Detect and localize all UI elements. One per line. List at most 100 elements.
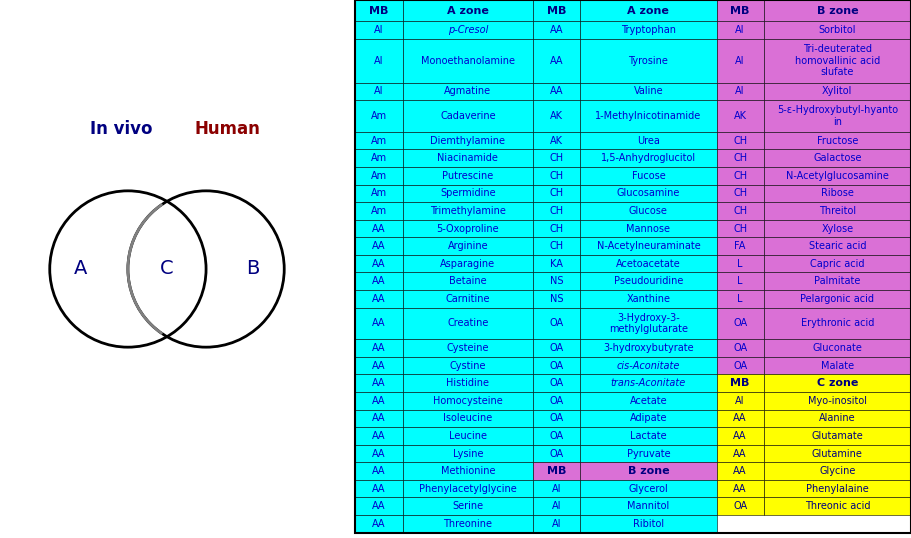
Text: Threonic acid: Threonic acid	[804, 501, 870, 511]
Text: Gluconate: Gluconate	[813, 343, 863, 353]
Text: Adipate: Adipate	[630, 413, 667, 423]
Bar	[717, 290, 763, 308]
Bar	[580, 132, 717, 150]
Bar	[533, 445, 580, 462]
Text: Valine: Valine	[634, 87, 663, 96]
Bar	[580, 480, 717, 498]
Text: Am: Am	[371, 171, 387, 181]
Bar	[533, 39, 580, 83]
Text: AI: AI	[735, 55, 745, 66]
Bar	[355, 445, 403, 462]
Bar	[403, 498, 533, 515]
Bar	[355, 374, 403, 392]
Text: B zone: B zone	[816, 5, 858, 16]
Bar	[403, 21, 533, 39]
Text: Ribitol: Ribitol	[633, 519, 664, 529]
Bar	[355, 290, 403, 308]
Bar	[403, 445, 533, 462]
Bar	[355, 498, 403, 515]
Bar	[355, 21, 403, 39]
Text: Pelargonic acid: Pelargonic acid	[801, 294, 875, 304]
Bar	[717, 21, 763, 39]
Text: trans-Aconitate: trans-Aconitate	[610, 378, 686, 388]
Text: Glutamine: Glutamine	[812, 449, 863, 458]
Text: Am: Am	[371, 206, 387, 216]
Bar	[580, 100, 717, 132]
Text: CH: CH	[549, 206, 564, 216]
Text: Glutamate: Glutamate	[812, 431, 864, 441]
Bar	[580, 339, 717, 357]
Bar	[580, 409, 717, 427]
Text: Cystine: Cystine	[449, 360, 486, 371]
Bar	[763, 480, 911, 498]
Bar	[717, 0, 763, 21]
Text: Carnitine: Carnitine	[445, 294, 490, 304]
Bar	[533, 272, 580, 290]
Bar	[763, 237, 911, 255]
Bar	[763, 409, 911, 427]
Text: Pseudouridine: Pseudouridine	[614, 276, 683, 286]
Text: In vivo: In vivo	[89, 120, 152, 138]
Bar	[580, 202, 717, 220]
Bar	[580, 374, 717, 392]
Text: Pyruvate: Pyruvate	[627, 449, 670, 458]
Bar	[355, 427, 403, 445]
Bar	[403, 0, 533, 21]
Text: Isoleucine: Isoleucine	[443, 413, 493, 423]
Text: OA: OA	[549, 396, 564, 406]
Bar	[717, 185, 763, 202]
Bar	[533, 237, 580, 255]
Bar	[763, 167, 911, 185]
Text: Am: Am	[371, 111, 387, 121]
Bar	[533, 392, 580, 409]
Text: Xylitol: Xylitol	[823, 87, 853, 96]
Bar	[580, 39, 717, 83]
Bar	[403, 272, 533, 290]
Text: OA: OA	[733, 360, 747, 371]
Bar	[717, 445, 763, 462]
Text: AA: AA	[373, 318, 385, 328]
Text: Glucosamine: Glucosamine	[617, 188, 681, 199]
Text: AA: AA	[550, 55, 564, 66]
Text: C zone: C zone	[816, 378, 858, 388]
Text: OA: OA	[733, 501, 747, 511]
Bar	[533, 357, 580, 374]
Text: AI: AI	[374, 87, 384, 96]
Bar	[580, 357, 717, 374]
Text: Stearic acid: Stearic acid	[809, 241, 866, 251]
Bar	[403, 339, 533, 357]
Text: AA: AA	[733, 466, 747, 476]
Bar	[355, 272, 403, 290]
Text: Diemthylamine: Diemthylamine	[430, 136, 506, 146]
Bar	[403, 409, 533, 427]
Text: MB: MB	[547, 466, 567, 476]
Text: OA: OA	[549, 343, 564, 353]
Bar	[717, 374, 763, 392]
Bar	[717, 357, 763, 374]
Text: CH: CH	[733, 153, 747, 163]
Bar	[763, 357, 911, 374]
Bar	[403, 290, 533, 308]
Text: AI: AI	[552, 519, 561, 529]
Bar	[763, 255, 911, 272]
Bar	[763, 498, 911, 515]
Bar	[580, 290, 717, 308]
Text: AA: AA	[373, 519, 385, 529]
Text: OA: OA	[549, 378, 564, 388]
Bar	[533, 150, 580, 167]
Text: C: C	[160, 259, 174, 279]
Text: 3-hydroxybutyrate: 3-hydroxybutyrate	[603, 343, 694, 353]
Bar	[533, 83, 580, 100]
Bar	[533, 21, 580, 39]
Bar	[355, 150, 403, 167]
Text: AI: AI	[374, 25, 384, 35]
Bar	[580, 445, 717, 462]
Bar	[403, 237, 533, 255]
Text: 1,5-Anhydroglucitol: 1,5-Anhydroglucitol	[601, 153, 696, 163]
Text: AA: AA	[733, 484, 747, 494]
Bar	[717, 220, 763, 237]
Text: Erythronic acid: Erythronic acid	[801, 318, 874, 328]
Bar	[355, 392, 403, 409]
Text: Creatine: Creatine	[447, 318, 488, 328]
Bar	[763, 392, 911, 409]
